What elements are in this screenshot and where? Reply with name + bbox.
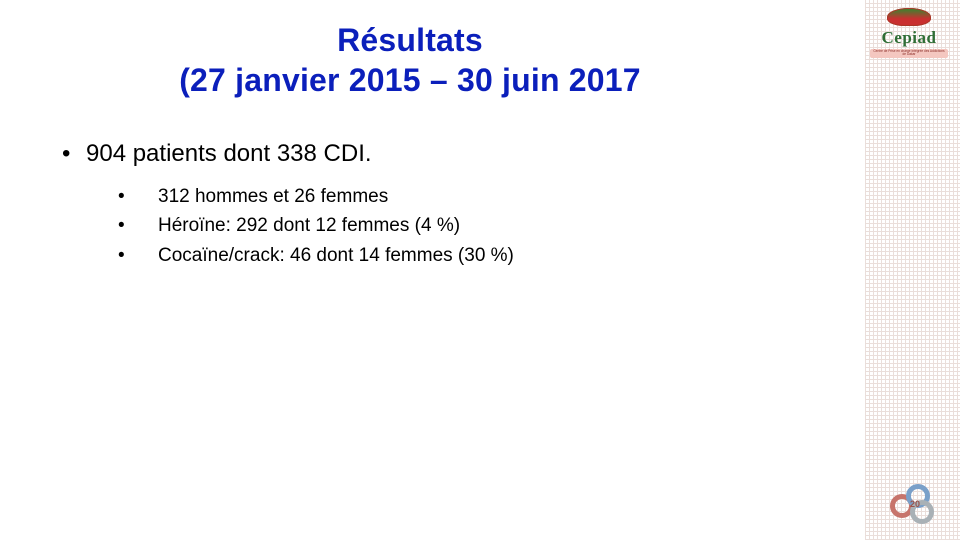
bullet-glyph: • — [118, 211, 158, 240]
bullet-glyph: • — [118, 241, 158, 270]
page-number: 20 — [910, 499, 920, 509]
cepiad-logo: Cepiad Centre de Prise en charge Intégré… — [870, 8, 948, 58]
title-line-1: Résultats — [337, 22, 483, 58]
title-line-2: (27 janvier 2015 – 30 juin 2017 — [179, 62, 641, 98]
slide-body: •904 patients dont 338 CDI. •312 hommes … — [62, 140, 514, 270]
list-item: •Héroïne: 292 dont 12 femmes (4 %) — [118, 211, 514, 240]
list-item: •312 hommes et 26 femmes — [118, 182, 514, 211]
bullet-level-1-text: 904 patients dont 338 CDI. — [86, 140, 372, 167]
cepiad-brush-icon — [887, 8, 931, 26]
list-item-text: Cocaïne/crack: 46 dont 14 femmes (30 %) — [158, 241, 514, 270]
bullet-level-1: •904 patients dont 338 CDI. — [62, 140, 514, 168]
cepiad-name: Cepiad — [870, 28, 948, 48]
cepiad-tagline: Centre de Prise en charge Intégrée des A… — [870, 49, 948, 58]
bullet-glyph: • — [62, 140, 86, 168]
slide-title: Résultats (27 janvier 2015 – 30 juin 201… — [0, 20, 820, 100]
corner-circles-icon: 20 — [890, 484, 942, 526]
right-pattern-band — [865, 0, 960, 540]
list-item-text: 312 hommes et 26 femmes — [158, 182, 388, 211]
bullet-glyph: • — [118, 182, 158, 211]
bullet-level-2-list: •312 hommes et 26 femmes •Héroïne: 292 d… — [118, 182, 514, 270]
list-item: •Cocaïne/crack: 46 dont 14 femmes (30 %) — [118, 241, 514, 270]
list-item-text: Héroïne: 292 dont 12 femmes (4 %) — [158, 211, 460, 240]
